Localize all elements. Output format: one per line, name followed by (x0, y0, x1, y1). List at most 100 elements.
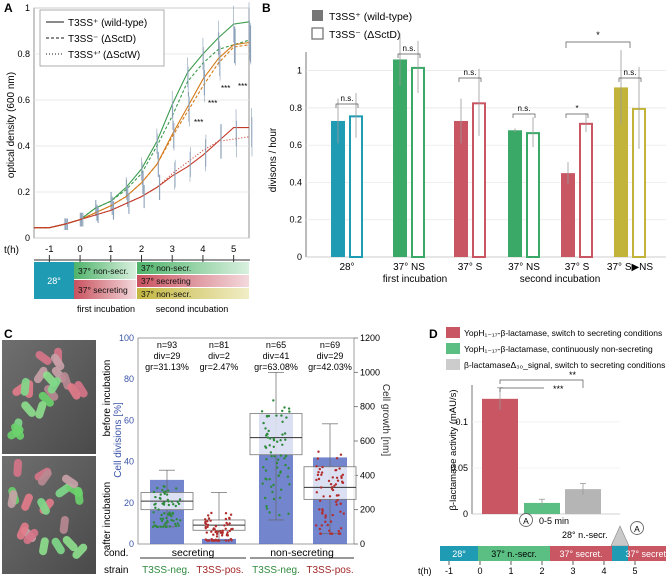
c-y-tick-label-right: 1200 (360, 333, 380, 343)
c-dot (226, 523, 229, 526)
c-dot (204, 525, 207, 529)
c-dot (265, 505, 268, 508)
c-dot (163, 523, 166, 527)
c-dot (283, 457, 286, 460)
c-dot (214, 539, 217, 542)
c-dot (173, 522, 177, 526)
c-dot (165, 493, 169, 496)
micro-cell (37, 469, 52, 486)
b-bar-open (579, 122, 593, 259)
c-dot (280, 414, 283, 417)
micro-cell (51, 537, 65, 555)
b-y-tick-label: 0.4 (289, 177, 302, 187)
c-dot (172, 519, 175, 522)
c-box (303, 466, 357, 500)
timeline-marker-letter: A (634, 524, 640, 534)
c-dot (161, 525, 165, 528)
c-dot (229, 513, 233, 516)
c-stat-div: div=29 (317, 351, 344, 361)
b-y-tick-label: 0.8 (289, 103, 302, 113)
c-dot (337, 494, 340, 497)
a-series-line (34, 41, 250, 229)
micro-cell (50, 353, 65, 371)
c-dot (317, 471, 320, 474)
c-y-tick-label-left: 80 (124, 374, 134, 384)
c-dot (170, 518, 173, 522)
c-dot (331, 486, 334, 489)
c-dot (280, 488, 283, 491)
c-dot (168, 511, 171, 514)
c-dot (317, 477, 321, 481)
c-dot (339, 502, 342, 505)
micro-cells (7, 347, 88, 559)
c-dot (167, 489, 170, 492)
micro-cell (72, 543, 88, 559)
c-dot (167, 513, 171, 516)
c-dot (164, 521, 167, 525)
micro-cell (66, 483, 83, 498)
micro-cell (21, 401, 36, 417)
bracket-b-2 (397, 53, 421, 58)
c-dot (336, 479, 340, 482)
c-dot (170, 500, 174, 503)
c-dot (283, 432, 287, 435)
c-dot (331, 513, 334, 517)
c-stat-n: n=65 (266, 340, 286, 350)
panel-a-y-ticks: 1 0.8 0.6 0.4 0.2 0 (17, 3, 30, 243)
c-dot (176, 522, 179, 525)
a-x-tick-label: 2 (139, 244, 144, 255)
sig-a-1: *** (221, 84, 230, 93)
c-dot (161, 488, 164, 492)
b-x-label: 37° NS (393, 262, 425, 273)
bracket-b-6 (618, 77, 642, 82)
d-y-tick-label: 0 (463, 509, 468, 519)
tl-d-28-short (612, 546, 628, 561)
panel-a-legend-box (39, 9, 165, 67)
c-dot (264, 427, 267, 430)
panel-b-label: B (262, 1, 271, 15)
c-dot (262, 466, 265, 469)
c-dot (272, 399, 275, 402)
c-dot (166, 520, 169, 524)
c-dot (265, 458, 268, 461)
micro-cell (13, 458, 23, 477)
c-dot (224, 512, 228, 515)
sig-a-3: *** (208, 99, 217, 108)
panel-b-group-first: first incubation (383, 274, 447, 285)
c-dot (315, 524, 318, 527)
c-dot (152, 521, 156, 524)
a-x-tick-label: 4 (200, 244, 205, 255)
panel-d-ylabel: β-lactamase activity (mAU/s) (448, 389, 459, 510)
c-dot (154, 502, 157, 505)
d-x-tick-label: 2 (539, 566, 544, 576)
c-dot (324, 520, 327, 523)
b-bar-open (411, 66, 425, 258)
b-bar-filled (393, 59, 407, 257)
c-dot (272, 497, 276, 501)
c-dot (321, 509, 324, 512)
micro-cell (47, 377, 61, 394)
c-dot (322, 495, 325, 498)
c-dot (315, 465, 318, 468)
strain-2: T3SS-pos. (196, 565, 243, 576)
c-dot (329, 520, 333, 523)
legend-d-swatch-1 (446, 327, 460, 338)
c-dot (334, 483, 338, 486)
d-bar (482, 398, 518, 514)
c-dot (210, 511, 213, 515)
c-dot (157, 508, 160, 511)
c-dot (284, 455, 288, 458)
c-dot (321, 511, 324, 514)
c-dot (264, 445, 267, 448)
tl-second-switch-label: 37° non-secr. (141, 289, 191, 299)
b-bar-filled (508, 130, 522, 257)
c-dot (333, 484, 336, 487)
c-dot (341, 480, 344, 483)
legend-dsctw: T3SS⁺′ (ΔSctW) (68, 50, 140, 61)
c-dot (158, 496, 162, 500)
panel-a: A 1 0.8 0.6 0.4 0.2 0 optical density (600 nm… (4, 1, 253, 314)
c-dot (318, 527, 322, 531)
c-dot (279, 454, 283, 457)
c-dot (154, 495, 157, 499)
sig-b-4: n.s. (518, 104, 531, 113)
